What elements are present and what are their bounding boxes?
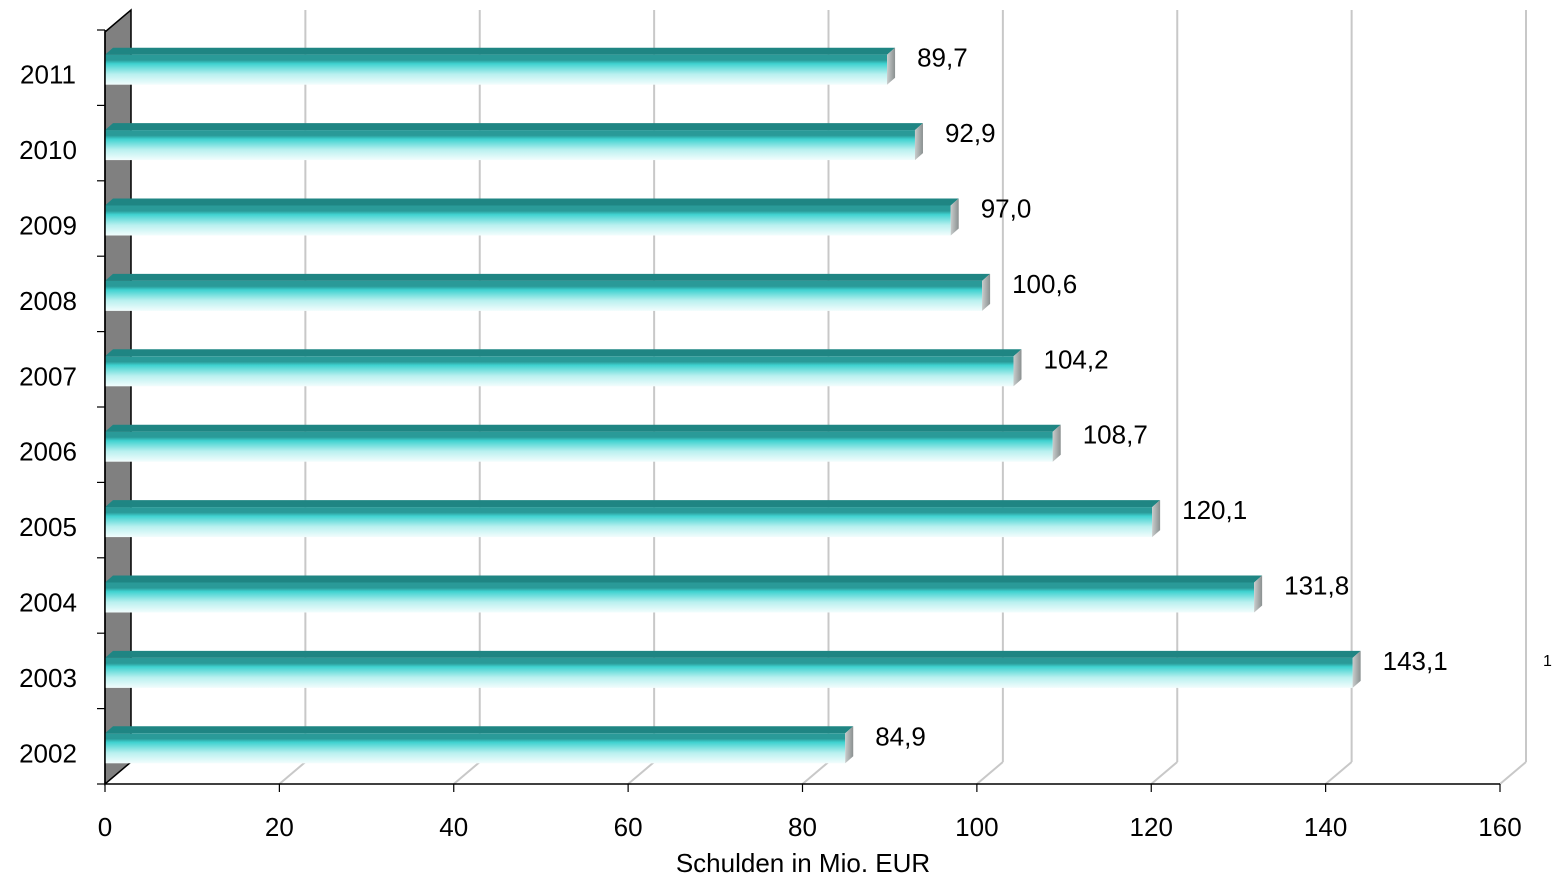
x-tick-label-140: 140 [1304, 812, 1347, 842]
bar-2005 [105, 500, 1161, 538]
gridline-floor-80 [801, 761, 830, 785]
gridline-floor-140 [1324, 761, 1353, 785]
bar-top-face [105, 123, 923, 131]
bar-top-face [105, 198, 959, 206]
bar-front-face [105, 507, 1153, 538]
y-tick-label-2011: 2011 [20, 60, 76, 90]
y-tick-label-2003: 2003 [19, 663, 77, 693]
x-tick-label-60: 60 [614, 812, 643, 842]
bar-end-cap [845, 726, 854, 764]
bar-2007 [105, 349, 1022, 387]
bar-front-face [105, 130, 915, 161]
bar-top-face [105, 650, 1361, 658]
bar-top-face [105, 273, 991, 281]
bar-front-face [105, 54, 888, 85]
stray-label: 1 [1543, 653, 1552, 670]
data-label-2004: 131,8 [1284, 571, 1349, 601]
gridline-floor-160 [1499, 761, 1527, 785]
data-label-2003: 143,1 [1383, 646, 1448, 676]
bar-2003 [105, 650, 1361, 688]
bar-end-cap [950, 198, 959, 236]
gridline-floor-60 [627, 761, 655, 785]
bar-end-cap [1152, 500, 1161, 538]
data-label-2008: 100,6 [1012, 269, 1077, 299]
bar-2002 [105, 726, 854, 764]
bar-front-face [105, 582, 1255, 613]
y-tick-label-2010: 2010 [19, 135, 77, 165]
data-label-2011: 89,7 [917, 43, 968, 73]
x-axis-title: Schulden in Mio. EUR [676, 848, 930, 878]
axes-layer [97, 29, 1501, 792]
bar-top-face [105, 500, 1161, 508]
data-label-2006: 108,7 [1083, 420, 1148, 450]
gridline-floor-40 [453, 761, 481, 785]
bar-top-face [105, 47, 896, 55]
bars-layer [105, 47, 1361, 764]
data-label-2002: 84,9 [875, 721, 926, 751]
bar-end-cap [887, 47, 896, 85]
bar-end-cap [1254, 575, 1263, 613]
y-tick-label-2006: 2006 [19, 437, 77, 467]
bar-front-face [105, 733, 846, 764]
y-tick-label-2009: 2009 [19, 211, 77, 241]
gridline-floor-120 [1150, 761, 1178, 785]
bar-end-cap [982, 273, 991, 311]
bar-2006 [105, 424, 1061, 462]
y-tick-label-2005: 2005 [19, 512, 77, 542]
gridline-floor-20 [278, 761, 307, 785]
data-label-2009: 97,0 [981, 194, 1032, 224]
bar-2010 [105, 123, 923, 161]
y-tick-label-2008: 2008 [19, 286, 77, 316]
bar-top-face [105, 424, 1061, 432]
x-tick-label-80: 80 [788, 812, 817, 842]
x-tick-label-160: 160 [1478, 812, 1521, 842]
bar-front-face [105, 356, 1014, 387]
bar-end-cap [1013, 349, 1022, 387]
gridline-floor-100 [976, 761, 1004, 785]
x-tick-label-20: 20 [265, 812, 294, 842]
bar-2008 [105, 273, 991, 311]
bar-top-face [105, 726, 854, 734]
bar-2009 [105, 198, 959, 236]
data-label-2010: 92,9 [945, 118, 996, 148]
bar-end-cap [1352, 650, 1361, 688]
bar-2011 [105, 47, 896, 85]
bar-front-face [105, 431, 1053, 462]
bar-top-face [105, 349, 1022, 357]
data-label-2007: 104,2 [1043, 344, 1108, 374]
x-tick-label-120: 120 [1130, 812, 1173, 842]
y-tick-label-2002: 2002 [19, 738, 77, 768]
x-tick-label-0: 0 [98, 812, 112, 842]
x-tick-label-100: 100 [955, 812, 998, 842]
bar-end-cap [1052, 424, 1061, 462]
data-label-2005: 120,1 [1182, 495, 1247, 525]
y-tick-label-2004: 2004 [19, 588, 77, 618]
y-tick-label-2007: 2007 [19, 361, 77, 391]
bar-front-face [105, 657, 1353, 688]
bar-top-face [105, 575, 1263, 583]
x-tick-label-40: 40 [439, 812, 468, 842]
labels-layer: 0 20 40 60 80 100 120 140 160 2002 84,9 2003 143,1 20… [19, 43, 1522, 842]
bar-2004 [105, 575, 1263, 613]
bar-front-face [105, 280, 983, 311]
bar-front-face [105, 205, 951, 236]
bar-end-cap [914, 123, 923, 161]
